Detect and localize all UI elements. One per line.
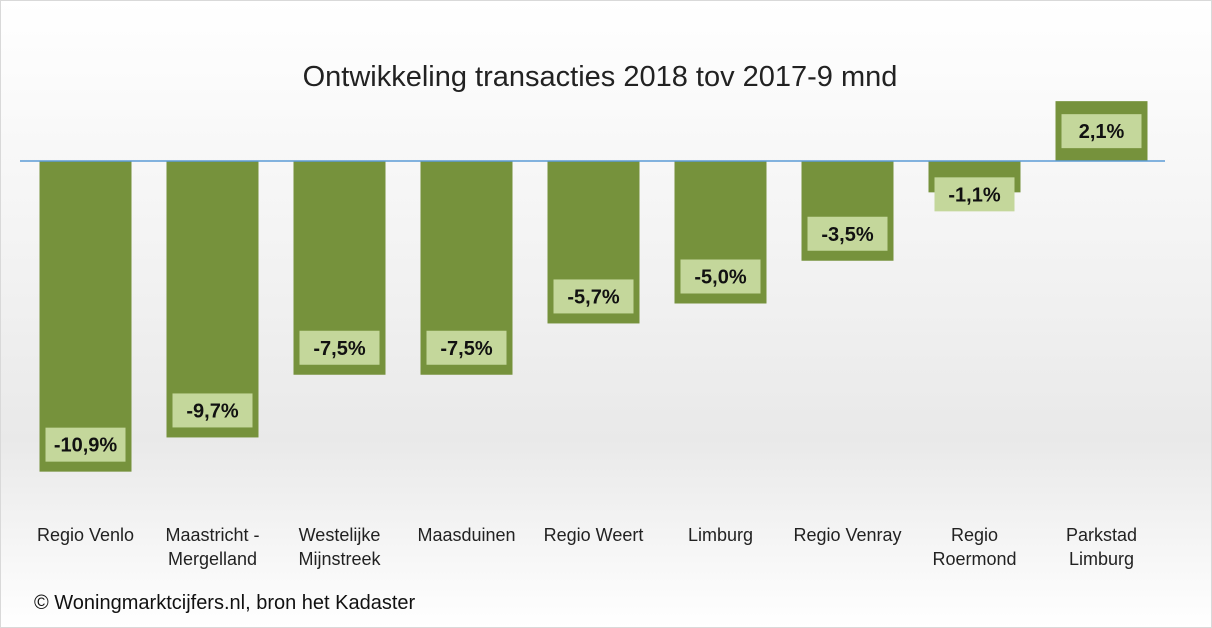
- value-label: -1,1%: [948, 184, 1000, 206]
- value-label: -3,5%: [821, 224, 873, 246]
- value-label: 2,1%: [1079, 121, 1125, 143]
- value-label: -9,7%: [186, 400, 238, 422]
- value-label: -7,5%: [313, 338, 365, 360]
- x-tick-label: Regio Venlo: [36, 525, 135, 545]
- bar: [166, 161, 259, 438]
- value-label-box: [45, 427, 126, 462]
- value-label-box: [807, 216, 888, 251]
- value-label-box: [680, 259, 761, 294]
- value-label-box: [553, 279, 634, 314]
- x-tick-label: Regio Roermond: [932, 525, 1017, 569]
- x-tick-label: Parkstad Limburg: [1065, 525, 1138, 569]
- value-label-box: [934, 177, 1015, 212]
- value-label: -5,0%: [694, 267, 746, 289]
- x-tick-label: Limburg: [687, 525, 754, 545]
- bar: [39, 161, 132, 472]
- chart-title: Ontwikkeling transacties 2018 tov 2017-9…: [303, 61, 898, 93]
- x-tick-label: Maasduinen: [417, 525, 516, 545]
- value-label-box: [172, 393, 253, 428]
- x-tick-label: Regio Weert: [543, 525, 644, 545]
- footnote: © Woningmarktcijfers.nl, bron het Kadast…: [34, 592, 416, 614]
- value-label-box: [1061, 114, 1142, 149]
- x-tick-label: Maastricht - Mergelland: [165, 525, 260, 569]
- value-label: -10,9%: [54, 435, 118, 457]
- value-label-box: [426, 330, 507, 365]
- x-tick-label: Westelijke Mijnstreek: [298, 525, 381, 569]
- value-label: -7,5%: [440, 338, 492, 360]
- value-label-box: [299, 330, 380, 365]
- value-label: -5,7%: [567, 286, 619, 308]
- x-tick-label: Regio Venray: [793, 525, 902, 545]
